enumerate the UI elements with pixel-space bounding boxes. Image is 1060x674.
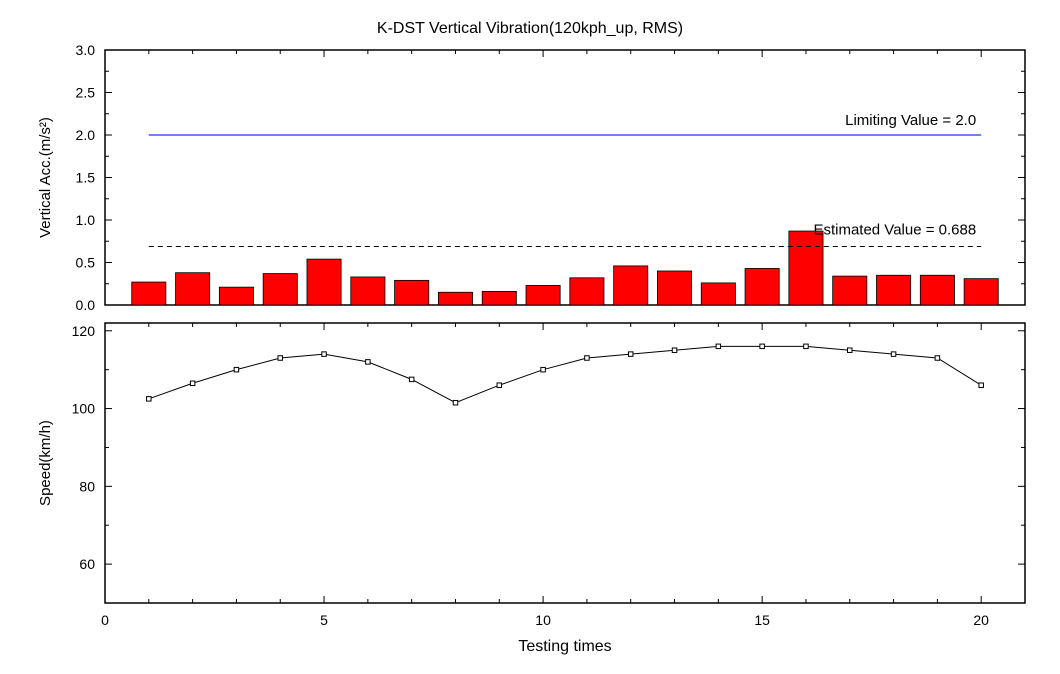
bar	[219, 287, 253, 305]
x-tick-label: 0	[101, 612, 109, 628]
y-tick-label: 2.5	[76, 85, 96, 101]
x-tick-label: 10	[535, 612, 551, 628]
chart-svg: 0.0 0.5 1.0 1.5 2.0 2.5 3.0 Vertical Acc.(m/s²)…	[0, 0, 1060, 674]
bar	[395, 280, 429, 305]
bar	[745, 268, 779, 305]
speed-marker	[979, 383, 984, 388]
speed-marker	[278, 356, 283, 361]
y-axis-label: Speed(km/h)	[37, 420, 54, 506]
speed-marker	[585, 356, 590, 361]
bar	[482, 291, 516, 305]
speed-marker	[935, 356, 940, 361]
x-tick-label: 20	[973, 612, 989, 628]
bar	[920, 275, 954, 305]
y-tick-label: 3.0	[76, 42, 96, 58]
x-tick-label: 5	[320, 612, 328, 628]
bar	[614, 266, 648, 305]
bar	[833, 276, 867, 305]
speed-marker	[541, 367, 546, 372]
speed-marker	[497, 383, 502, 388]
speed-marker	[672, 348, 677, 353]
bar	[438, 292, 472, 305]
estimated-line-label: Estimated Value = 0.688	[813, 222, 976, 239]
y-tick-label: 1.5	[76, 170, 96, 186]
speed-marker	[848, 348, 853, 353]
speed-marker	[234, 367, 239, 372]
bar	[876, 275, 910, 305]
speed-marker	[628, 352, 633, 357]
bar	[351, 277, 385, 305]
figure-root: K-DST Vertical Vibration(120kph_up, RMS)…	[0, 0, 1060, 674]
speed-marker	[366, 360, 371, 365]
bar	[307, 259, 341, 305]
y-tick-label: 0.5	[76, 255, 96, 271]
bar	[657, 271, 691, 305]
y-tick-label: 2.0	[76, 127, 96, 143]
speed-marker	[453, 400, 458, 405]
bar	[526, 285, 560, 305]
y-tick-label: 100	[72, 401, 96, 417]
y-axis-label: Vertical Acc.(m/s²)	[37, 117, 54, 238]
x-tick-label: 15	[754, 612, 770, 628]
speed-marker	[716, 344, 721, 349]
bar	[701, 283, 735, 305]
speed-marker	[409, 377, 414, 382]
y-tick-label: 0.0	[76, 297, 96, 313]
bar	[263, 274, 297, 305]
y-tick-label: 1.0	[76, 212, 96, 228]
y-tick-label: 80	[79, 478, 95, 494]
bar	[964, 279, 998, 305]
speed-marker	[190, 381, 195, 386]
y-tick-label: 120	[72, 323, 96, 339]
speed-marker	[322, 352, 327, 357]
speed-marker	[760, 344, 765, 349]
speed-line	[149, 346, 981, 402]
bar	[789, 231, 823, 305]
y-tick-label: 60	[79, 556, 95, 572]
limiting-line-label: Limiting Value = 2.0	[845, 112, 976, 129]
speed-marker	[891, 352, 896, 357]
speed-marker	[804, 344, 809, 349]
speed-marker	[147, 397, 152, 402]
bar	[132, 282, 166, 305]
bar	[176, 273, 210, 305]
bar	[570, 278, 604, 305]
x-axis-label: Testing times	[518, 638, 611, 655]
